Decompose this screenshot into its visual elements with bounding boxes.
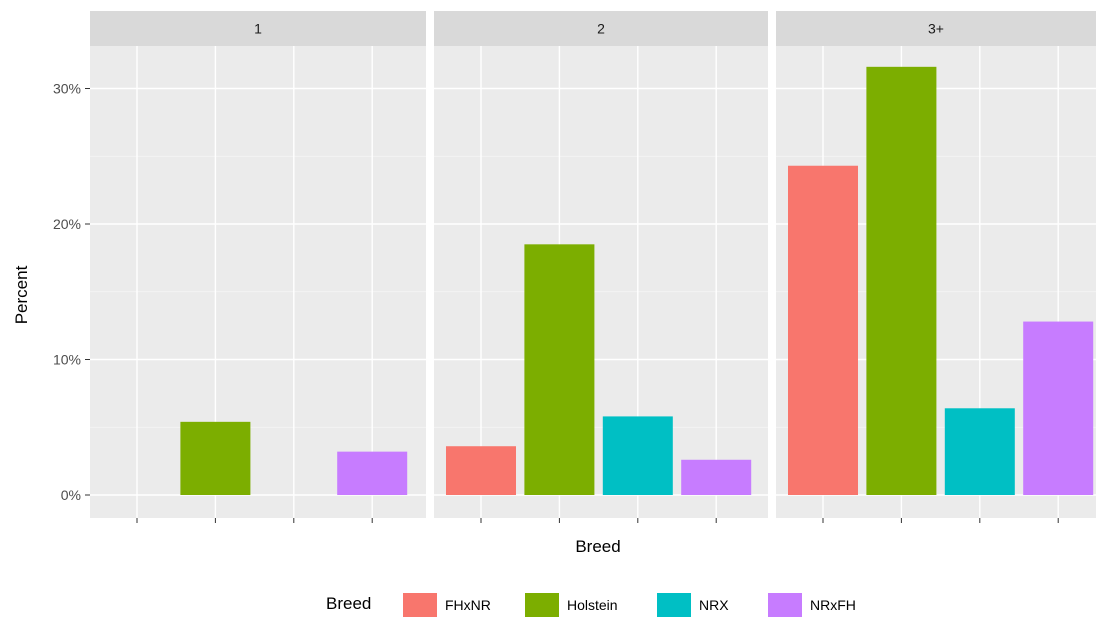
facet-strip-label: 1	[254, 21, 262, 37]
y-axis-title: Percent	[12, 265, 31, 324]
legend-label: NRxFH	[810, 597, 856, 613]
legend-label: NRX	[699, 597, 729, 613]
legend-swatch	[657, 593, 691, 617]
y-tick-label: 0%	[61, 487, 81, 503]
facet-panel-1: 1	[90, 11, 426, 518]
legend-item-nrxfh: NRxFH	[768, 593, 856, 617]
panel-background	[434, 46, 768, 518]
facet-panel-2: 2	[434, 11, 768, 518]
legend-item-fhxnr: FHxNR	[403, 593, 491, 617]
facet-strip-label: 3+	[928, 21, 944, 37]
y-tick-label: 10%	[53, 352, 81, 368]
y-axis: 0% 10% 20% 30%	[53, 81, 1059, 523]
y-tick-label: 30%	[53, 81, 81, 97]
bar-nrxfh-facet-2	[681, 459, 752, 495]
bar-nrxfh-facet-3	[1023, 321, 1094, 495]
bars	[180, 421, 408, 495]
bar-holstein-facet-3	[866, 66, 937, 495]
bars	[788, 66, 1094, 496]
legend-item-holstein: Holstein	[525, 593, 618, 617]
facet-strip-label: 2	[597, 21, 605, 37]
bar-fhxnr-facet-2	[446, 446, 516, 495]
bar-fhxnr-facet-3	[788, 165, 858, 496]
legend-swatch	[768, 593, 802, 617]
legend-label: FHxNR	[445, 597, 491, 613]
bar-nrx-facet-3	[944, 408, 1015, 495]
legend-title: Breed	[326, 594, 371, 613]
x-axis-title: Breed	[575, 537, 620, 556]
bar-nrx-facet-2	[602, 416, 673, 495]
bar-holstein-facet-1	[180, 421, 251, 495]
bar-nrxfh-facet-1	[337, 451, 408, 495]
facet-strip	[90, 11, 426, 46]
facet-strip	[434, 11, 768, 46]
bar-holstein-facet-2	[524, 244, 595, 495]
panel-background	[90, 46, 426, 518]
legend-label: Holstein	[567, 597, 618, 613]
bars	[446, 244, 752, 495]
legend-swatch	[525, 593, 559, 617]
legend: Breed FHxNR Holstein NRX NRxFH	[326, 593, 856, 617]
facet-strip	[776, 11, 1096, 46]
panels-layer: 1 2 3+	[90, 11, 1096, 518]
y-tick-label: 20%	[53, 216, 81, 232]
legend-swatch	[403, 593, 437, 617]
legend-item-nrx: NRX	[657, 593, 729, 617]
facet-panel-3: 3+	[776, 11, 1096, 518]
